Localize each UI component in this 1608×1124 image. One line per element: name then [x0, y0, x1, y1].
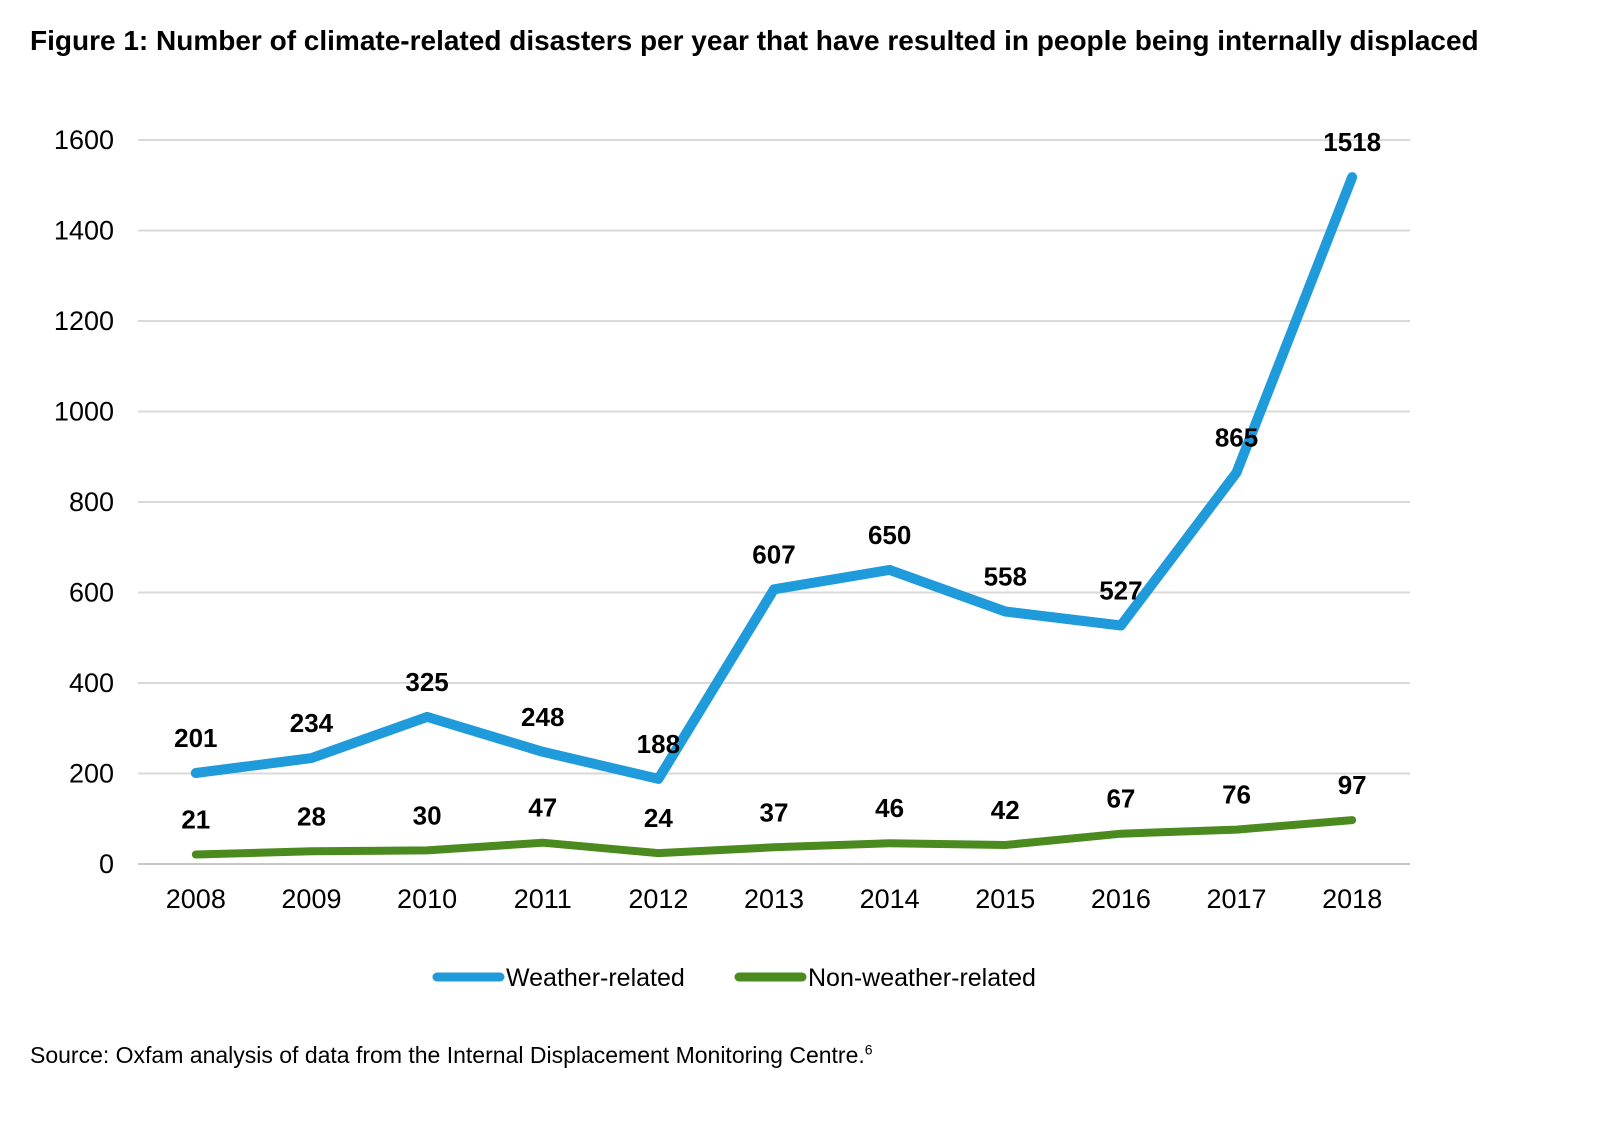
data-label: 21: [181, 804, 210, 834]
x-tick-label: 2015: [975, 884, 1035, 914]
x-tick-label: 2017: [1207, 884, 1267, 914]
y-tick-label: 0: [99, 849, 114, 879]
y-tick-label: 1200: [54, 306, 114, 336]
y-tick-label: 1600: [54, 125, 114, 155]
data-label: 248: [521, 702, 564, 732]
series-line-weather-related: [190, 172, 1358, 784]
data-label: 234: [290, 708, 334, 738]
x-tick-label: 2012: [628, 884, 688, 914]
data-label: 325: [405, 667, 448, 697]
figure-title: Figure 1: Number of climate-related disa…: [30, 25, 1479, 56]
data-label: 607: [752, 539, 795, 569]
y-tick-label: 800: [69, 487, 114, 517]
x-axis-ticks: 2008 2009 2010 2011 2012 2013 2014 2015 2016 2017…: [166, 884, 1382, 914]
data-label: 42: [991, 795, 1020, 825]
y-tick-label: 400: [69, 668, 114, 698]
legend: Weather-related Non-weather-related: [432, 964, 1036, 992]
data-label: 37: [760, 797, 789, 827]
gridlines: [138, 139, 1410, 865]
data-label: 30: [413, 800, 442, 830]
x-tick-label: 2010: [397, 884, 457, 914]
data-labels: 201 234 325 248 188 607 650 558 527 865 1518 21 28 30…: [174, 127, 1381, 834]
x-tick-label: 2011: [514, 884, 572, 914]
data-label: 650: [868, 520, 911, 550]
y-axis-ticks: 0 200 400 600 800 1000 1200 1400 1600: [54, 125, 114, 879]
series-lines: [190, 172, 1358, 859]
data-label: 46: [875, 793, 904, 823]
data-label: 201: [174, 723, 217, 753]
series-line-non-weather-related: [191, 816, 1357, 859]
y-tick-label: 200: [69, 759, 114, 789]
x-tick-label: 2014: [860, 884, 920, 914]
source-text: Source: Oxfam analysis of data from the …: [30, 1042, 865, 1068]
data-label: 527: [1099, 576, 1142, 606]
data-label: 28: [297, 801, 326, 831]
data-label: 76: [1222, 780, 1251, 810]
data-label: 1518: [1323, 127, 1381, 157]
data-label: 558: [984, 562, 1027, 592]
x-tick-label: 2009: [281, 884, 341, 914]
source-footnote-ref: 6: [864, 1041, 873, 1058]
x-tick-label: 2016: [1091, 884, 1151, 914]
data-label: 67: [1106, 784, 1135, 814]
data-label: 97: [1338, 770, 1367, 800]
data-label: 47: [528, 793, 557, 823]
y-tick-label: 600: [69, 578, 114, 608]
data-label: 188: [637, 729, 680, 759]
y-tick-label: 1400: [54, 216, 114, 246]
x-tick-label: 2018: [1322, 884, 1382, 914]
x-tick-label: 2013: [744, 884, 804, 914]
source-note: Source: Oxfam analysis of data from the …: [30, 1042, 873, 1069]
legend-label: Weather-related: [506, 964, 685, 992]
x-tick-label: 2008: [166, 884, 226, 914]
data-label: 24: [644, 803, 673, 833]
y-tick-label: 1000: [54, 397, 114, 427]
legend-label: Non-weather-related: [808, 964, 1036, 992]
data-label: 865: [1215, 423, 1258, 453]
